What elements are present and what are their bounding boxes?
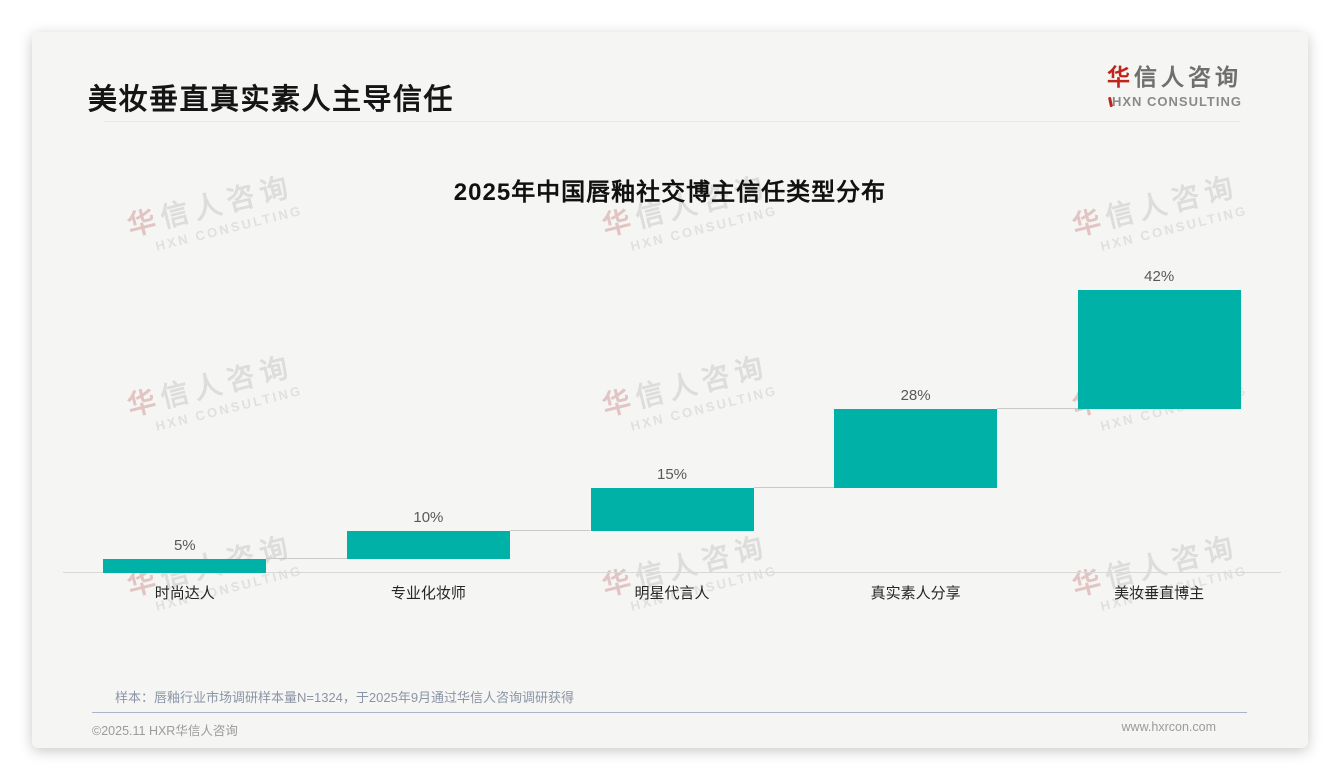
header-divider (104, 121, 1240, 122)
logo-cn-first-char: 华 (1107, 64, 1134, 90)
chart-plot: 5% 10% 15% 28% 42% (63, 268, 1281, 573)
page-title: 美妆垂直真实素人主导信任 (88, 84, 455, 116)
waterfall-bar (346, 530, 510, 559)
logo-en-text: HXN CONSULTING (1107, 94, 1242, 109)
company-logo: 华信人咨询 HXN CONSULTING (1107, 58, 1242, 109)
connector-line (753, 487, 835, 489)
watermark-en: HXN CONSULTING (1098, 202, 1250, 254)
bar-value-label: 28% (900, 386, 931, 404)
x-axis-line (63, 572, 1281, 573)
logo-cn-text: 华信人咨询 (1107, 58, 1242, 92)
watermark-en: HXN CONSULTING (153, 202, 305, 254)
bar-value-label: 42% (1144, 268, 1175, 285)
waterfall-bar (590, 488, 754, 531)
x-axis-label: 明星代言人 (634, 585, 710, 602)
footer-website: www.hxrcon.com (1121, 720, 1216, 734)
waterfall-bar (834, 408, 998, 489)
x-axis-label: 时尚达人 (154, 585, 215, 602)
x-axis-label: 美妆垂直博主 (1114, 585, 1205, 602)
bar-value-label: 10% (413, 508, 444, 526)
connector-line (509, 529, 591, 531)
x-axis-label: 专业化妆师 (390, 585, 466, 602)
connector-line (266, 557, 347, 559)
footer-copyright: ©2025.11 HXR华信人咨询 (92, 724, 238, 738)
waterfall-bar (103, 558, 267, 573)
chart-title: 2025年中国唇釉社交博主信任类型分布 (453, 179, 887, 206)
connector-line (997, 407, 1078, 409)
bar-value-label: 15% (656, 466, 688, 484)
sample-note: 样本：唇釉行业市场调研样本量N=1324，于2025年9月通过华信人咨询调研获得 (115, 690, 575, 705)
watermark-en: HXN CONSULTING (628, 202, 780, 254)
bar-value-label: 5% (173, 536, 196, 554)
footer-divider (92, 712, 1247, 713)
logo-cn-rest: 信人咨询 (1134, 64, 1242, 90)
waterfall-bar (1077, 290, 1241, 409)
x-axis-label: 真实素人分享 (870, 585, 961, 602)
x-axis-labels: 时尚达人 专业化妆师 明星代言人 真实素人分享 美妆垂直博主 (63, 582, 1281, 606)
